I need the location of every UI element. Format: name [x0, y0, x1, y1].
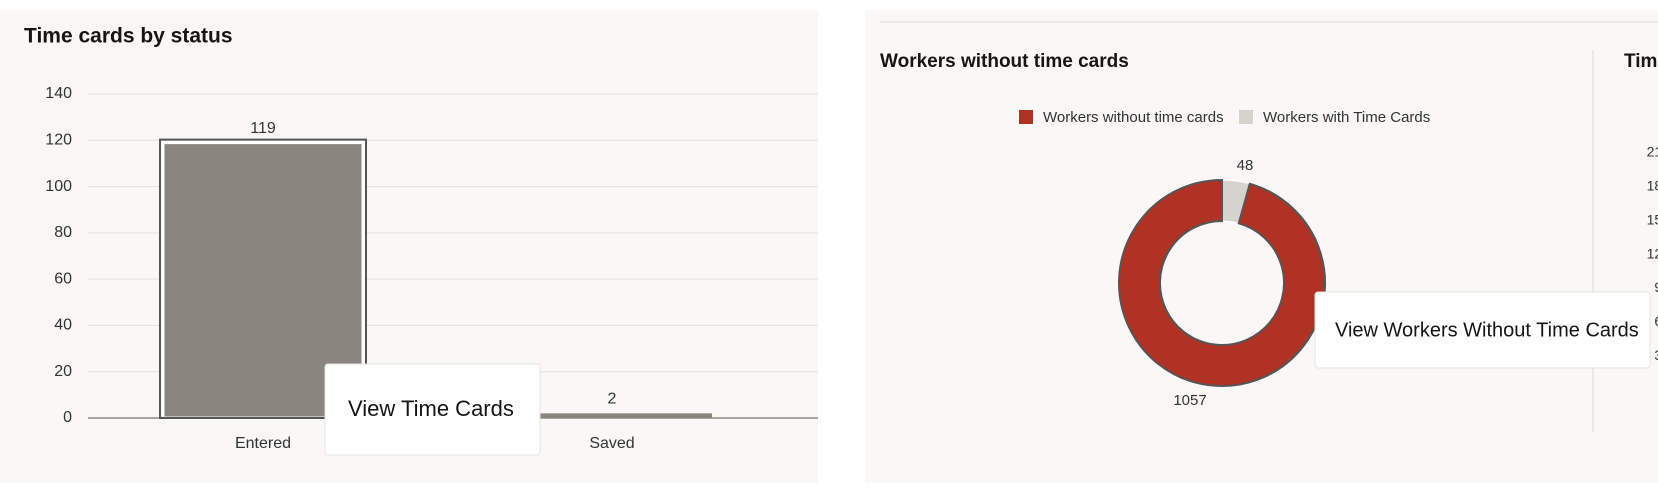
y-tick-label: 180: [1647, 178, 1658, 194]
bar-outline: [159, 138, 367, 419]
x-tick-label: Entered: [235, 435, 291, 452]
data-label: 48: [1237, 157, 1254, 174]
x-tick-label: Saved: [589, 435, 634, 452]
tooltip-text[interactable]: View Time Cards: [348, 396, 514, 421]
legend-swatch: [1019, 110, 1033, 124]
y-tick-label: 80: [54, 224, 72, 241]
legend-label: Workers without time cards: [1043, 109, 1224, 126]
bar: [512, 413, 712, 418]
data-label: 1057: [1173, 392, 1206, 409]
y-tick-label: 20: [54, 363, 72, 380]
y-tick-label: 100: [45, 178, 72, 195]
tooltip[interactable]: View Workers Without Time Cards: [1314, 291, 1651, 369]
y-tick-label: 150: [1647, 211, 1658, 227]
chart-title: Tim: [1624, 51, 1657, 72]
y-tick-label: 90: [1654, 279, 1658, 295]
y-tick-label: 210: [1647, 144, 1658, 160]
data-label: 119: [250, 120, 276, 137]
tooltip-text[interactable]: View Workers Without Time Cards: [1335, 319, 1639, 341]
chart-title: Time cards by status: [24, 25, 233, 48]
y-tick-label: 140: [45, 85, 72, 102]
y-tick-label: 60: [1654, 313, 1658, 329]
donut-slice: [1118, 178, 1326, 387]
y-tick-label: 0: [63, 409, 72, 426]
y-tick-label: 40: [54, 317, 72, 334]
chart-title: Workers without time cards: [880, 51, 1129, 72]
tooltip-box[interactable]: [1314, 291, 1651, 369]
legend-label: Workers with Time Cards: [1263, 109, 1430, 126]
tooltip[interactable]: View Time Cards: [324, 363, 541, 456]
panel: [865, 10, 1658, 483]
y-tick-label: 120: [45, 132, 72, 149]
y-tick-label: 60: [54, 270, 72, 287]
y-tick-label: 120: [1647, 245, 1658, 261]
data-label: 2: [608, 391, 617, 408]
tooltip-box[interactable]: [324, 363, 541, 456]
y-tick-label: 30: [1654, 347, 1658, 363]
legend-swatch: [1239, 110, 1253, 124]
